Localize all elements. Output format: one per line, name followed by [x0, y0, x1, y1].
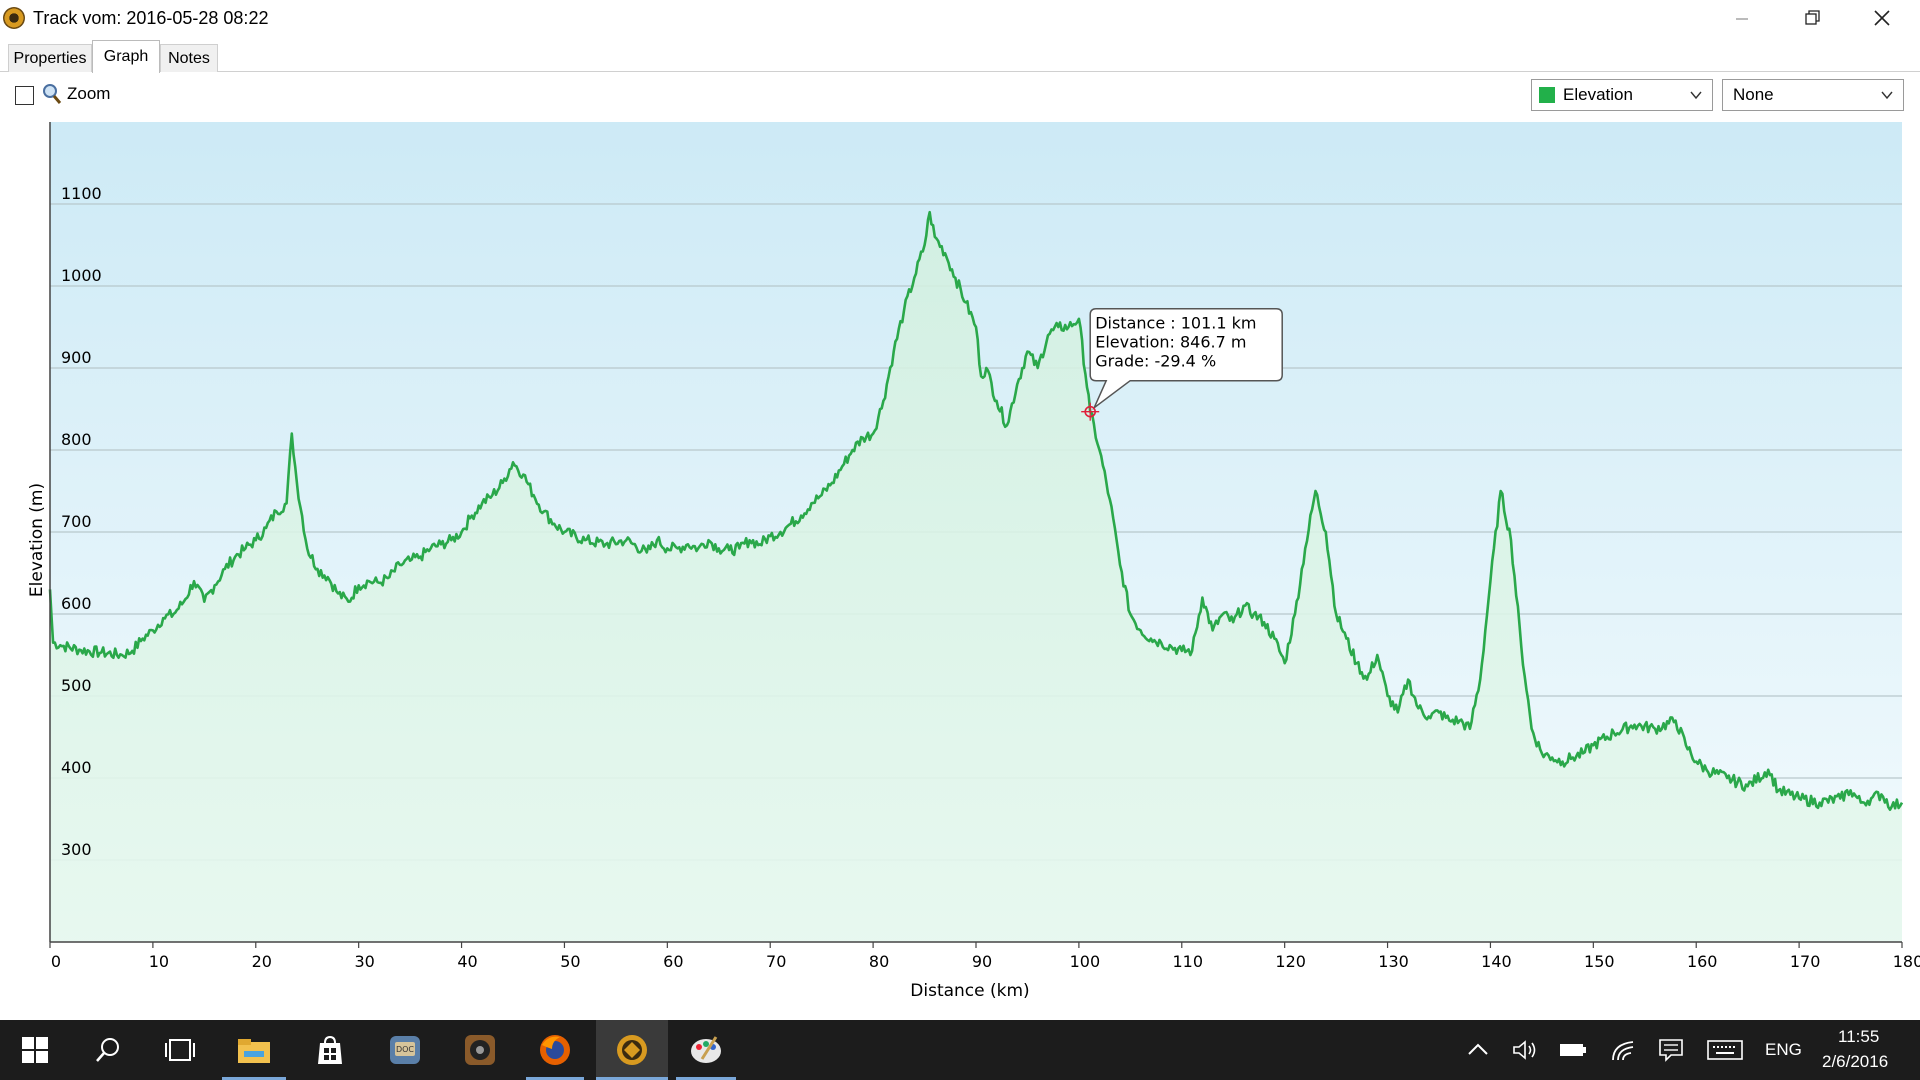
y-tick-label: 1000: [61, 266, 102, 285]
x-tick-label: 120: [1275, 952, 1306, 971]
y-tick-label: 500: [61, 676, 92, 695]
running-indicator: [676, 1077, 736, 1080]
data-tooltip: Distance : 101.1 km Elevation: 846.7 m G…: [1089, 307, 1283, 411]
x-tick-label: 30: [354, 952, 374, 971]
x-tick-label: 50: [560, 952, 580, 971]
x-tick-label: 110: [1173, 952, 1204, 971]
restore-button[interactable]: [1777, 0, 1847, 36]
minimize-button[interactable]: [1707, 0, 1777, 36]
battery-icon[interactable]: [1553, 1030, 1593, 1070]
document-app-icon[interactable]: DOC: [385, 1030, 425, 1070]
x-tick-label: 100: [1070, 952, 1101, 971]
tab-properties[interactable]: Properties: [8, 44, 92, 72]
windows-taskbar: DOC ENG 11:55 2/6/2016: [0, 1020, 1920, 1080]
firefox-icon[interactable]: [535, 1030, 575, 1070]
touch-keyboard-icon[interactable]: [1705, 1030, 1745, 1070]
x-tick-label: 160: [1687, 952, 1718, 971]
series-color-swatch: [1539, 87, 1555, 103]
title-bar: Track vom: 2016-05-28 08:22: [0, 0, 1920, 36]
elevation-chart-svg[interactable]: 300 400 500 600 700 800 900 1000 1100 0 10 20 30 40 5…: [0, 122, 1920, 1017]
y-tick-label: 300: [61, 840, 92, 859]
tooltip-distance: Distance : 101.1 km: [1095, 314, 1256, 333]
task-view-icon[interactable]: [160, 1030, 200, 1070]
tooltip-elevation: Elevation: 846.7 m: [1095, 333, 1246, 352]
x-tick-label: 90: [972, 952, 992, 971]
x-tick-label: 130: [1378, 952, 1409, 971]
store-icon[interactable]: [310, 1030, 350, 1070]
x-tick-label: 70: [766, 952, 786, 971]
x-tick-label: 10: [149, 952, 169, 971]
clock-date[interactable]: 2/6/2016: [1822, 1052, 1889, 1071]
x-tick-label: 150: [1584, 952, 1615, 971]
elevation-chart: 300 400 500 600 700 800 900 1000 1100 0 10 20 30 40 5…: [0, 122, 1920, 1017]
running-indicator: [526, 1077, 584, 1080]
y-tick-label: 1100: [61, 184, 102, 203]
series-select[interactable]: Elevation: [1531, 79, 1713, 111]
svg-text:DOC: DOC: [396, 1045, 414, 1054]
window-title: Track vom: 2016-05-28 08:22: [33, 7, 269, 28]
elevation-line: [48, 210, 1904, 811]
input-language[interactable]: ENG: [1765, 1040, 1802, 1059]
tab-strip: Properties Graph Notes: [0, 38, 1920, 73]
x-tick-label: 60: [663, 952, 683, 971]
action-center-icon[interactable]: [1651, 1030, 1691, 1070]
magnifier-icon: [43, 84, 62, 104]
x-tick-label: 20: [252, 952, 272, 971]
gps-track-app-icon[interactable]: [612, 1030, 652, 1070]
secondary-select-value: None: [1733, 85, 1774, 104]
zoom-label: Zoom: [67, 84, 111, 103]
tab-graph[interactable]: Graph: [92, 40, 160, 73]
app-logo-icon: [3, 7, 25, 29]
elevation-area: [50, 212, 1902, 942]
volume-icon[interactable]: [1505, 1030, 1545, 1070]
file-explorer-icon[interactable]: [234, 1030, 274, 1070]
y-tick-label: 800: [61, 430, 92, 449]
series-select-value: Elevation: [1563, 85, 1633, 104]
graph-toolbar: Zoom Elevation None: [0, 72, 1920, 122]
x-tick-label: 80: [869, 952, 889, 971]
x-tick-label: 0: [51, 952, 61, 971]
wifi-icon[interactable]: [1603, 1030, 1643, 1070]
y-tick-label: 900: [61, 348, 92, 367]
crosshair-marker-icon: [1081, 402, 1100, 421]
clock-time[interactable]: 11:55: [1838, 1027, 1880, 1046]
tab-notes[interactable]: Notes: [160, 44, 218, 72]
minimize-icon: [1736, 18, 1748, 20]
tooltip-callout: [1089, 307, 1283, 411]
close-button[interactable]: [1847, 0, 1917, 36]
running-indicator: [596, 1077, 668, 1080]
tooltip-grade: Grade: -29.4 %: [1095, 352, 1216, 371]
chevron-down-icon: [1690, 91, 1702, 100]
y-tick-label: 600: [61, 594, 92, 613]
media-player-icon[interactable]: [460, 1030, 500, 1070]
search-icon[interactable]: [88, 1030, 128, 1070]
paint-app-icon[interactable]: [686, 1030, 726, 1070]
y-tick-label: 400: [61, 758, 92, 777]
restore-icon: [1805, 10, 1820, 25]
chevron-up-icon[interactable]: [1458, 1030, 1498, 1070]
zoom-checkbox[interactable]: [15, 86, 34, 105]
windows-start-icon[interactable]: [15, 1030, 55, 1070]
x-tick-label: 170: [1790, 952, 1821, 971]
x-tick-label: 40: [457, 952, 477, 971]
running-indicator: [222, 1077, 286, 1080]
x-axis-label: Distance (km): [910, 981, 1029, 1001]
secondary-select[interactable]: None: [1722, 79, 1904, 111]
x-tick-label: 140: [1481, 952, 1512, 971]
chevron-down-icon: [1881, 91, 1893, 100]
y-tick-label: 700: [61, 512, 92, 531]
y-axis-label: Elevation (m): [27, 483, 47, 597]
x-tick-label: 180: [1893, 952, 1920, 971]
close-icon: [1874, 10, 1890, 26]
